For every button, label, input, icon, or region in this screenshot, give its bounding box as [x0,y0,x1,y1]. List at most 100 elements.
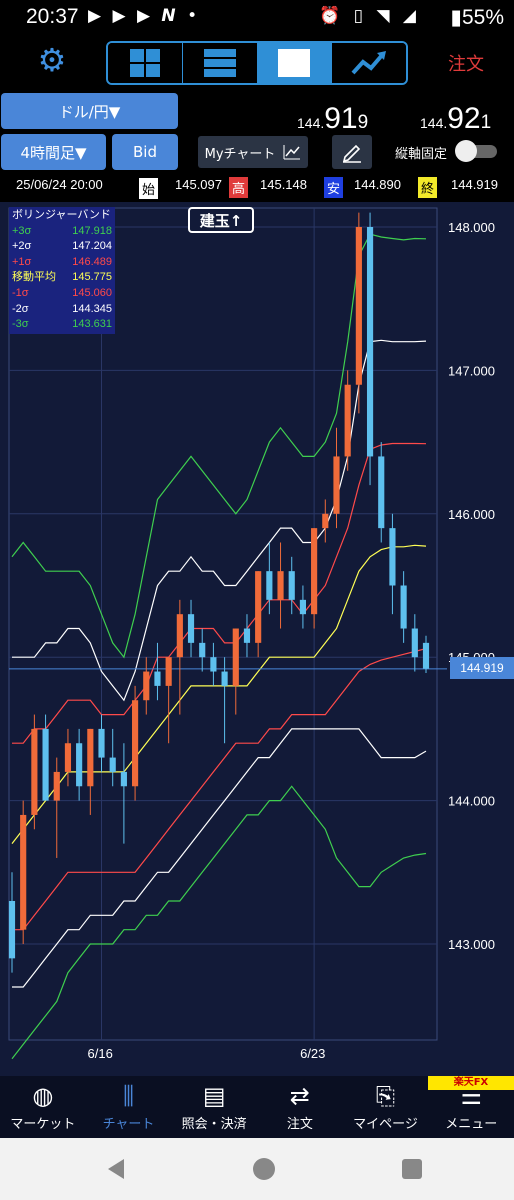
band-ma [11,544,427,844]
trend-layout-button[interactable] [332,43,406,83]
brand-badge: 楽天FX [428,1076,514,1090]
bollinger-title: ボリンジャーバンド [12,209,111,221]
bollinger-row-value: 145.060 [72,286,112,299]
candle-body [333,456,340,514]
candle-body [165,657,172,686]
top-toolbar: ⚙ 注文 [0,36,514,90]
timeframe-select[interactable]: 4時間足▼ [1,134,106,170]
bollinger-row-label: +2σ [12,240,32,253]
home-icon[interactable] [252,1157,276,1185]
candle-body [411,628,418,658]
axis-lock-toggle[interactable] [455,140,499,162]
gear-icon[interactable]: ⚙ [37,41,67,79]
close-tag: 終 [418,177,438,198]
candle-body [20,814,27,930]
candle-body [42,728,49,801]
status-bar: 20:37 ▶ ▶ ▶ 𝙉 • ⏰ ▯ ◥ ◢ ▮55% [0,0,514,36]
nav-market[interactable]: ◍ マーケット [10,1082,76,1132]
open-value: 145.097 [175,177,222,192]
bollinger-row: +1σ 146.489 [12,255,112,271]
x-tick-label: 6/23 [300,1046,325,1061]
bollinger-row-value: 146.489 [72,255,112,268]
list-layout-button[interactable] [182,43,258,83]
bollinger-row-label: 移動平均 [12,271,56,284]
currency-pair-select[interactable]: ドル/円▼ [1,93,178,129]
candle-body [311,528,318,615]
bollinger-row: -3σ 143.631 [12,317,112,333]
globe-icon: ◍ [32,1082,54,1110]
candle-body [422,642,430,669]
draw-button[interactable] [332,135,372,169]
bollinger-row: -2σ 144.345 [12,302,112,318]
recents-icon[interactable] [400,1157,424,1185]
candle-body [120,771,127,787]
y-tick-label: 144.000 [448,794,495,809]
candle-body [288,571,295,600]
candle-body [64,743,72,772]
bollinger-row-label: -1σ [12,286,29,299]
candle-body [299,599,306,615]
candle-body [322,513,329,529]
candle-body [143,671,150,701]
single-layout-button[interactable] [257,43,333,83]
document-icon: ▤ [202,1082,226,1110]
candle-body [277,571,284,600]
candlestick-icon: ⫼ [122,1082,135,1110]
candle-body [210,657,217,672]
band-minus2 [12,728,427,988]
system-icons: ⏰ ▯ ◥ ◢ [319,6,420,26]
position-button[interactable]: 建玉↑ [188,207,254,233]
nav-mypage[interactable]: ⎘ マイページ [353,1082,418,1132]
ohlc-datetime: 25/06/24 20:00 [16,177,103,192]
candle-body [76,743,83,787]
mychart-label: Myチャート [204,146,276,162]
pencil-icon [342,144,361,163]
candle-body [132,700,139,787]
high-value: 145.148 [260,177,307,192]
nav-order[interactable]: ⇄ 注文 [286,1082,313,1132]
candle-body [232,628,239,686]
candle-body [53,771,60,801]
ohlc-row: 25/06/24 20:00 始 145.097 高 145.148 安 144… [0,172,514,200]
quad-layout-button[interactable] [108,43,183,83]
bollinger-row-value: 143.631 [72,318,112,331]
clock: 20:37 [26,5,79,28]
grid-icon [129,49,160,77]
band-plus1 [12,442,427,744]
low-tag: 安 [324,177,344,198]
band-minus1 [12,648,427,931]
order-icon: ⇄ [289,1082,310,1110]
notification-icons: ▶ ▶ ▶ 𝙉 • [88,6,201,26]
nav-inquiry[interactable]: ▤ 照会・決済 [181,1082,247,1132]
close-value: 144.919 [451,177,498,192]
candle-body [176,614,183,658]
back-icon[interactable] [104,1157,128,1185]
open-tag: 始 [136,177,161,200]
bollinger-row-label: -2σ [12,302,29,315]
y-tick-label: 143.000 [448,937,495,952]
candle-body [389,528,396,586]
trend-icon [351,51,387,75]
candle-body [187,614,195,643]
candle-body [31,728,38,815]
bollinger-row-label: -3σ [12,318,29,331]
candle-body [154,671,161,686]
bid-ask-button[interactable]: Bid [112,134,178,170]
nav-chart[interactable]: ⫼ チャート [102,1082,155,1132]
order-button[interactable]: 注文 [448,54,484,75]
layout-switcher [106,41,408,85]
candle-body [266,571,273,600]
bollinger-row-label: +3σ [12,224,32,237]
ask-price[interactable]: 144.921 [420,102,492,135]
candle-body [8,900,16,959]
bid-price[interactable]: 144.919 [297,102,369,135]
price-chart[interactable]: 148.000147.000146.000145.000144.000143.0… [0,202,514,1076]
bollinger-row-value: 147.204 [72,240,112,253]
mychart-button[interactable]: Myチャート [198,136,308,168]
bollinger-row: +2σ 147.204 [12,239,112,255]
current-price-tag: 144.919 [450,657,514,679]
candle-body [400,585,407,629]
bollinger-row-label: +1σ [12,255,32,268]
bollinger-row-value: 145.775 [72,271,112,284]
candle-body [199,642,206,658]
